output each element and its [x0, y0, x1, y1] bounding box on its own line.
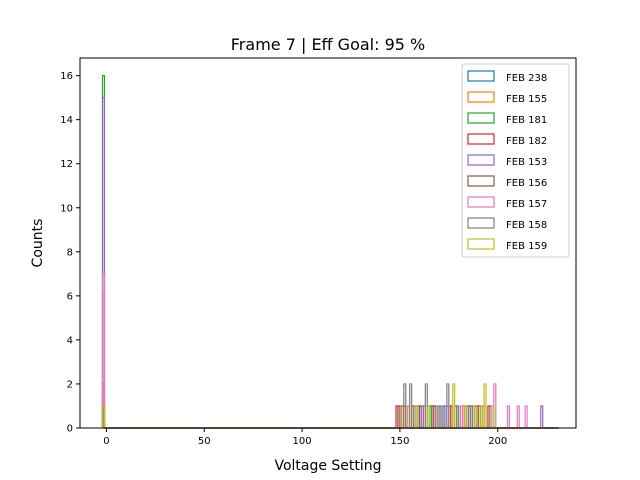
- y-axis-ticks: 0 2 4 6 8 10 12 14 16: [60, 71, 80, 435]
- y-tick-label: 6: [67, 291, 73, 302]
- legend-swatch: [467, 91, 495, 103]
- histogram-step: [101, 383, 559, 429]
- x-tick-label: 0: [103, 436, 109, 447]
- legend-label: FEB 155: [506, 94, 547, 105]
- legend-swatch: [467, 112, 495, 124]
- x-axis-label: Voltage Setting: [274, 458, 381, 474]
- y-tick-label: 8: [67, 247, 73, 258]
- series-feb-158: [101, 383, 559, 429]
- y-tick-label: 4: [67, 335, 73, 346]
- y-tick-label: 16: [60, 71, 73, 82]
- y-tick-label: 2: [67, 379, 73, 390]
- x-tick-label: 150: [390, 436, 409, 447]
- series-feb-159: [101, 383, 559, 429]
- legend-swatch: [467, 154, 495, 166]
- x-tick-label: 50: [198, 436, 211, 447]
- legend: FEB 238 FEB 155 FEB 181 FEB 182 FEB 153 FEB 1…: [461, 63, 570, 258]
- legend-label: FEB 153: [506, 157, 547, 168]
- y-tick-label: 10: [60, 203, 73, 214]
- legend-item: FEB 158: [467, 217, 547, 231]
- legend-swatch: [467, 70, 495, 82]
- legend-item: FEB 155: [467, 91, 547, 105]
- legend-label: FEB 157: [506, 199, 547, 210]
- legend-label: FEB 181: [506, 115, 547, 126]
- y-tick-label: 14: [60, 115, 73, 126]
- chart-title: Frame 7 | Eff Goal: 95 %: [231, 35, 425, 54]
- x-tick-label: 100: [293, 436, 312, 447]
- legend-label: FEB 158: [506, 220, 547, 231]
- legend-item: FEB 157: [467, 196, 547, 210]
- y-tick-label: 12: [60, 159, 73, 170]
- legend-label: FEB 159: [506, 241, 547, 252]
- legend-item: FEB 238: [467, 70, 547, 84]
- legend-swatch: [467, 217, 495, 229]
- axes-frame: [79, 57, 577, 429]
- x-axis-ticks: 0 50 100 150 200: [103, 428, 507, 447]
- legend-item: FEB 153: [467, 154, 547, 168]
- legend-item: FEB 181: [467, 112, 547, 126]
- legend-label: FEB 182: [506, 136, 547, 147]
- legend-item: FEB 159: [467, 238, 547, 252]
- y-tick-label: 0: [67, 424, 73, 435]
- legend-swatch: [467, 196, 495, 208]
- x-tick-label: 200: [488, 436, 507, 447]
- y-axis-label: Counts: [30, 219, 46, 268]
- legend-label: FEB 238: [506, 73, 547, 84]
- legend-item: FEB 182: [467, 133, 547, 147]
- legend-swatch: [467, 133, 495, 145]
- legend-swatch: [467, 238, 495, 250]
- legend-item: FEB 156: [467, 175, 547, 189]
- legend-box: [461, 63, 570, 258]
- histogram-step: [101, 383, 559, 429]
- legend-label: FEB 156: [506, 178, 547, 189]
- legend-swatch: [467, 175, 495, 187]
